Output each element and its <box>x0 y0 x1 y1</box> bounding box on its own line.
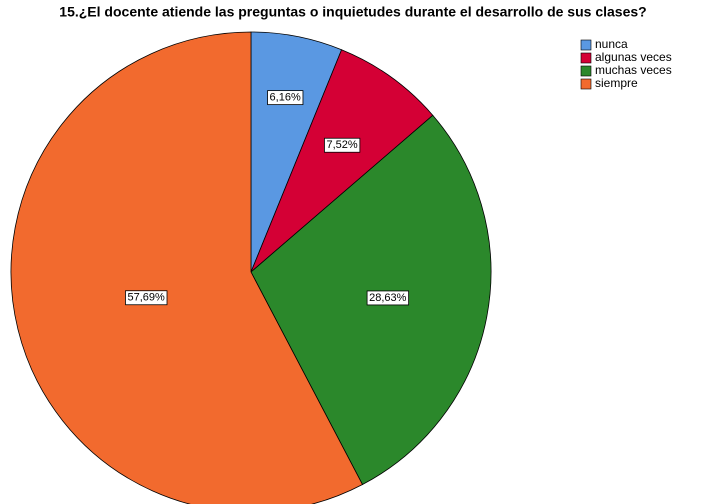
legend-swatch <box>580 78 592 90</box>
data-label-box <box>125 290 168 306</box>
chart-title: 15.¿El docente atiende las preguntas o i… <box>59 4 646 20</box>
data-label-box <box>267 90 304 106</box>
data-label: 57,69% <box>127 292 165 304</box>
data-label-group: 28,63% <box>366 290 410 306</box>
data-label: 28,63% <box>369 292 407 304</box>
legend-label: siempre <box>595 76 638 90</box>
legend-swatch <box>580 65 592 77</box>
legend-swatch <box>580 52 592 64</box>
pie-slice <box>250 49 434 273</box>
legend-swatch <box>580 39 592 51</box>
pie-slice <box>10 31 364 504</box>
legend-label: nunca <box>595 37 628 51</box>
data-label-box <box>366 290 410 306</box>
legend-label: muchas veces <box>595 63 672 77</box>
data-label-group: 6,16% <box>267 90 304 106</box>
data-label: 7,52% <box>326 139 357 151</box>
data-label-group: 57,69% <box>125 290 168 306</box>
data-label-group: 7,52% <box>324 137 361 153</box>
legend-label: algunas veces <box>595 50 672 64</box>
data-label-box <box>324 137 361 153</box>
data-label: 6,16% <box>270 92 301 104</box>
